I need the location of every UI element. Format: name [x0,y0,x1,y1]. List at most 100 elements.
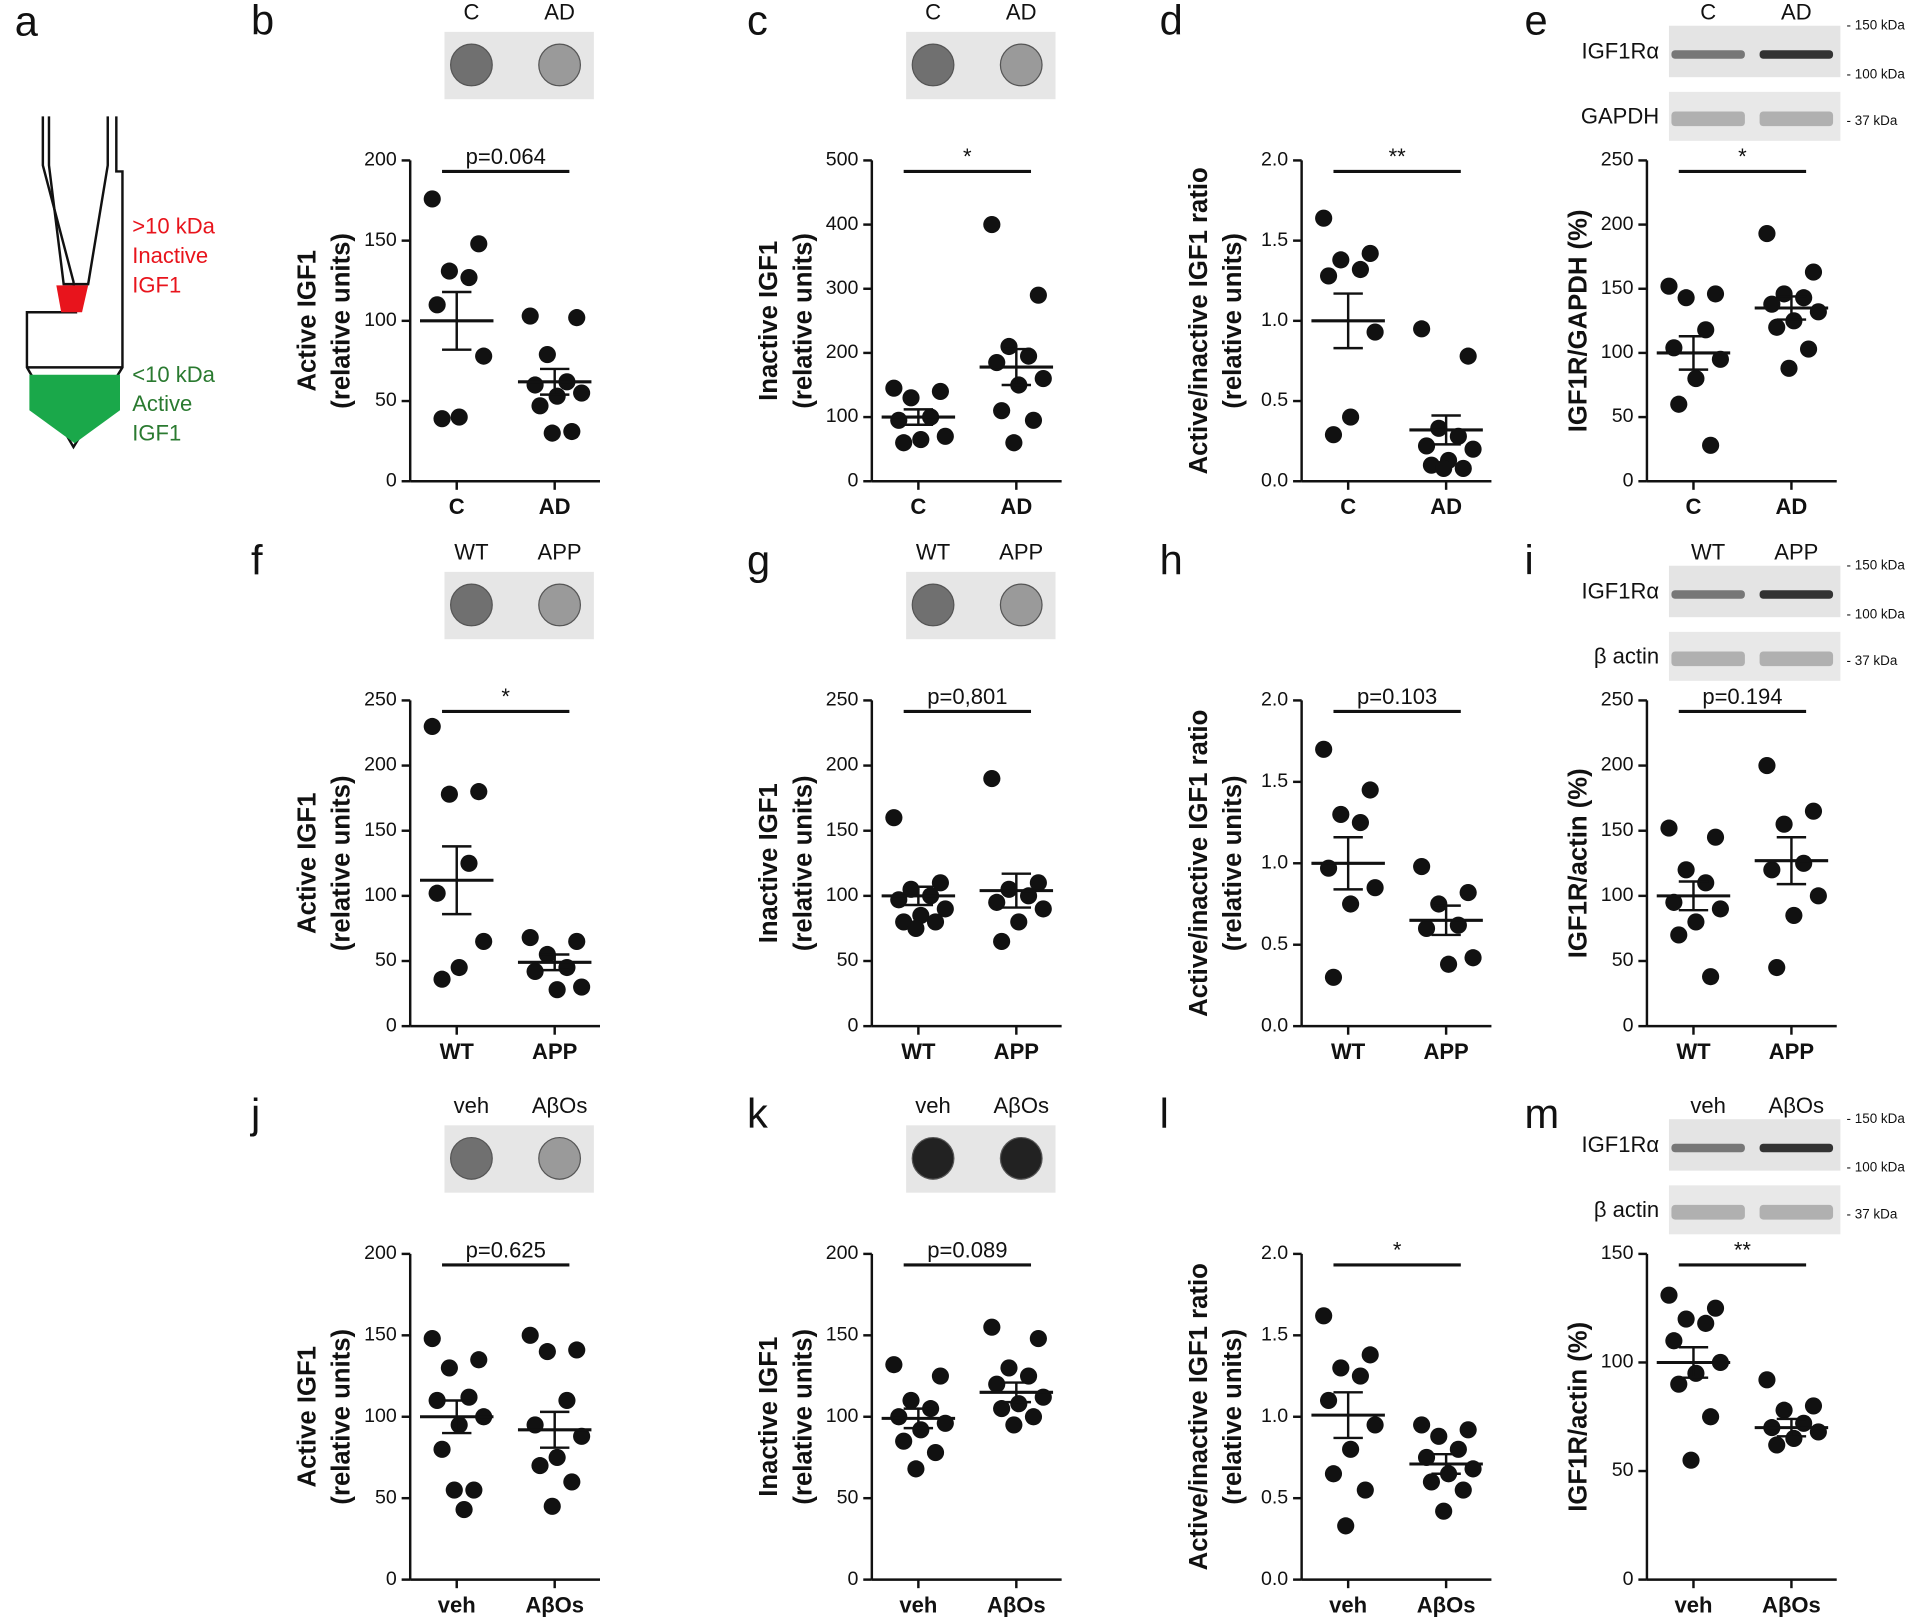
panel-k: k 0 50 100 150 200 Inactive IGF1 (relative unit… [747,1090,1062,1617]
blot-marker: - 100 kDa [1847,66,1906,81]
data-point [912,906,930,924]
data-point [1332,251,1350,269]
x-tick-label: WT [1331,1039,1366,1064]
y-tick-label: 0.5 [1261,389,1288,411]
blot-band [1671,1204,1745,1220]
data-point [1413,1416,1431,1434]
data-point [423,717,441,736]
data-point [423,1330,441,1348]
data-point [1677,1310,1695,1328]
data-point [1768,318,1786,336]
y-axis-label: (relative units) [789,233,817,409]
diagram-label: IGF1 [132,421,181,446]
y-tick-label: 200 [826,754,859,776]
blot-marker: - 37 kDa [1847,1206,1898,1221]
data-point [1320,1391,1338,1410]
y-tick-label: 100 [364,884,397,906]
data-point [440,262,458,280]
y-tick-label: 0 [1623,1014,1634,1036]
data-point [1809,1423,1827,1441]
data-point [1464,440,1482,458]
x-tick-label: AD [1430,494,1462,519]
y-axis-label: (relative units) [789,1329,817,1505]
y-tick-label: 500 [826,149,859,171]
y-axis-label: Active IGF1 [293,250,321,391]
data-point [1435,1502,1453,1520]
data-point [983,770,1001,788]
data-point [1000,1359,1018,1377]
y-axis-label: (relative units) [1219,1329,1247,1505]
data-point [573,1427,591,1445]
blot-row-label: β actin [1594,643,1659,668]
blot-lane-label: WT [454,539,488,564]
x-tick-label: AβOs [987,1592,1046,1617]
data-point [1020,1367,1038,1385]
y-tick-label: 200 [826,1242,859,1264]
significance-label: p=0.194 [1702,684,1782,709]
y-tick-label: 150 [826,1323,859,1345]
data-point [1775,285,1793,303]
data-point [902,880,920,898]
data-point [1804,802,1823,820]
x-tick-label: C [910,494,926,519]
y-axis-label: Inactive IGF1 [755,1337,783,1497]
data-point [912,430,930,449]
significance-label: * [1738,144,1747,169]
data-point [1332,1359,1350,1377]
y-tick-label: 50 [375,1486,397,1508]
panel-letter: m [1524,1090,1559,1137]
y-tick-label: 400 [826,213,859,235]
panel-e: e 0 50 100 150 200 250 IGF1R/GAPDH (%) C AD * C AD IG… [1524,0,1905,519]
y-tick-label: 50 [375,389,397,411]
data-point [1029,874,1047,892]
data-point [1417,1448,1436,1467]
data-point [1320,267,1338,285]
blot-lane-label: WT [916,539,950,564]
data-point [902,1391,920,1410]
data-point [563,422,581,441]
panel-letter: g [747,536,770,583]
blot-band [1759,50,1834,59]
data-point [531,397,549,415]
data-point [433,410,451,428]
y-tick-label: 0 [1623,469,1634,491]
data-point [1665,893,1683,911]
y-axis-label: (relative units) [328,775,356,951]
blot-marker: - 37 kDa [1847,653,1898,668]
data-point [460,854,478,872]
data-point [460,268,478,287]
x-tick-label: AβOs [1417,1592,1476,1617]
data-point [1356,1481,1374,1499]
significance-label: ** [1734,1237,1752,1262]
data-point [573,978,591,996]
y-tick-label: 100 [1601,1351,1634,1373]
data-point [1706,828,1725,846]
data-point [1682,1451,1700,1469]
blot-lane-label: WT [1691,539,1725,564]
blot-dot [911,1136,955,1180]
panel-letter: a [15,0,39,45]
y-tick-label: 0 [847,1568,858,1590]
blot-lane-label: APP [538,539,582,564]
y-tick-label: 0.5 [1261,933,1288,955]
data-point [1324,426,1343,444]
y-axis-label: IGF1R/actin (%) [1564,768,1592,958]
data-point [993,402,1011,420]
y-tick-label: 0 [386,1568,397,1590]
blot-lane-label: veh [1690,1093,1726,1118]
y-tick-label: 200 [826,341,859,363]
data-point [1758,1371,1776,1389]
panel-letter: l [1160,1090,1169,1137]
data-point [1413,857,1431,876]
panel-letter: d [1160,0,1183,43]
data-point [936,427,954,445]
data-point [885,379,903,397]
data-point [931,1367,949,1385]
data-point [1324,968,1343,986]
data-point [907,919,925,937]
x-tick-label: veh [899,1592,937,1617]
blot-lane-label: AD [544,0,575,24]
data-point [1351,1367,1369,1385]
y-tick-label: 0 [386,469,397,491]
y-tick-label: 2.0 [1261,689,1288,711]
